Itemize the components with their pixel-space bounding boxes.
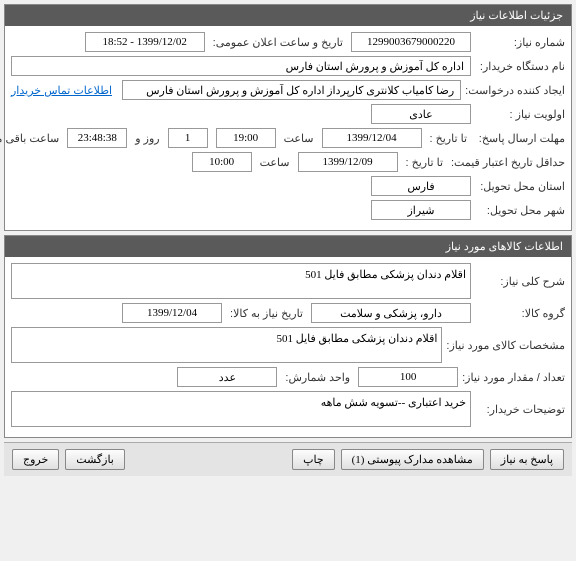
time-label-2: ساعت <box>256 156 294 169</box>
announce-label: تاریخ و ساعت اعلان عمومی: <box>209 36 347 49</box>
need-date-label: تاریخ نیاز به کالا: <box>226 307 307 320</box>
spec-label: مشخصات کالای مورد نیاز: <box>446 339 565 352</box>
announce-field[interactable] <box>85 32 205 52</box>
desc-label: شرح کلی نیاز: <box>475 275 565 288</box>
unit-label: واحد شمارش: <box>281 371 354 384</box>
city-field[interactable] <box>371 200 471 220</box>
respond-button[interactable]: پاسخ به نیاز <box>490 449 564 470</box>
exit-button[interactable]: خروج <box>12 449 59 470</box>
need-date-field[interactable] <box>122 303 222 323</box>
button-bar: پاسخ به نیاز مشاهده مدارک پیوستی (1) چاپ… <box>4 442 572 476</box>
days-label: روز و <box>131 132 163 145</box>
notes-field[interactable] <box>11 391 471 427</box>
print-button[interactable]: چاپ <box>292 449 335 470</box>
notes-label: توضیحات خریدار: <box>475 403 565 416</box>
deadline-label: مهلت ارسال پاسخ: <box>475 132 565 145</box>
province-field[interactable] <box>371 176 471 196</box>
deadline-date-field[interactable] <box>322 128 422 148</box>
spec-field[interactable] <box>11 327 442 363</box>
goods-info-header: اطلاعات کالاهای مورد نیاز <box>5 236 571 257</box>
group-label: گروه کالا: <box>475 307 565 320</box>
need-number-label: شماره نیاز: <box>475 36 565 49</box>
credit-time-field[interactable] <box>192 152 252 172</box>
until-label: تا تاریخ : <box>426 132 471 145</box>
buyer-org-label: نام دستگاه خریدار: <box>475 60 565 73</box>
province-label: استان محل تحویل: <box>475 180 565 193</box>
requester-field[interactable] <box>122 80 461 100</box>
contact-link[interactable]: اطلاعات تماس خریدار <box>11 84 118 97</box>
desc-field[interactable] <box>11 263 471 299</box>
group-field[interactable] <box>311 303 471 323</box>
attachments-button[interactable]: مشاهده مدارک پیوستی (1) <box>341 449 484 470</box>
need-info-header: جزئیات اطلاعات نیاز <box>5 5 571 26</box>
priority-label: اولویت نیاز : <box>475 108 565 121</box>
time-label-1: ساعت <box>280 132 318 145</box>
credit-until-label: تا تاریخ : <box>402 156 447 169</box>
credit-label: حداقل تاریخ اعتبار قیمت: <box>451 156 565 169</box>
deadline-time-field[interactable] <box>216 128 276 148</box>
need-info-panel: جزئیات اطلاعات نیاز شماره نیاز: تاریخ و … <box>4 4 572 231</box>
unit-field[interactable] <box>177 367 277 387</box>
city-label: شهر محل تحویل: <box>475 204 565 217</box>
remaining-label: ساعت باقی مانده <box>0 132 63 145</box>
requester-label: ایجاد کننده درخواست: <box>465 84 565 97</box>
priority-field[interactable] <box>371 104 471 124</box>
back-button[interactable]: بازگشت <box>65 449 125 470</box>
qty-label: تعداد / مقدار مورد نیاز: <box>462 371 565 384</box>
buyer-org-field[interactable] <box>11 56 471 76</box>
goods-info-panel: اطلاعات کالاهای مورد نیاز شرح کلی نیاز: … <box>4 235 572 438</box>
days-count-field[interactable] <box>168 128 208 148</box>
remaining-time-field[interactable] <box>67 128 127 148</box>
credit-date-field[interactable] <box>298 152 398 172</box>
need-number-field[interactable] <box>351 32 471 52</box>
qty-field[interactable] <box>358 367 458 387</box>
